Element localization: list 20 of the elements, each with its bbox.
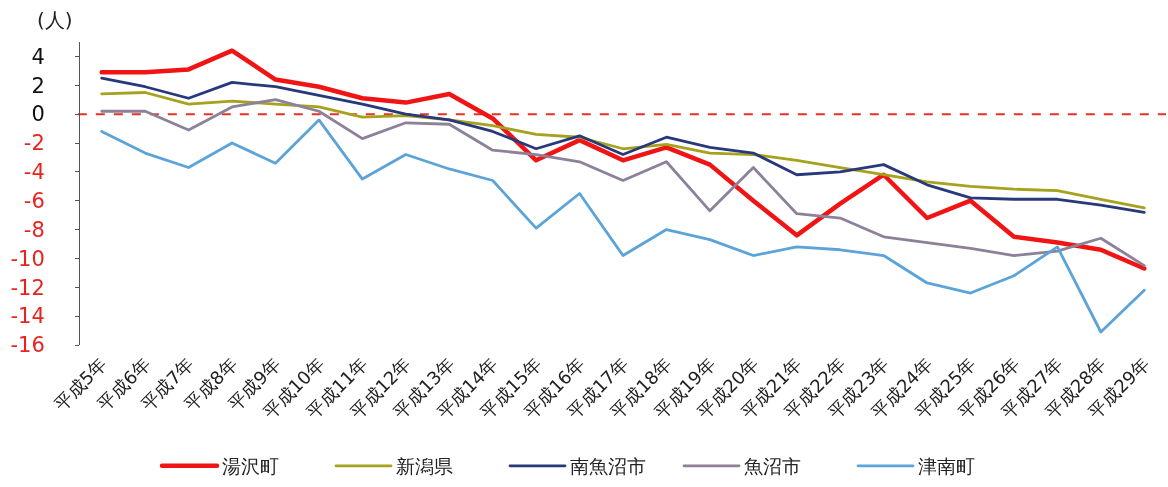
legend-label: 新潟県 — [396, 455, 453, 478]
line-series — [99, 48, 1147, 271]
y-tick-label: -12 — [10, 275, 45, 300]
y-tick-label: -10 — [10, 246, 45, 271]
y-tick-label: 0 — [31, 102, 45, 127]
legend-label: 津南町 — [918, 455, 975, 478]
y-tick-label: 4 — [31, 44, 45, 69]
line-series — [100, 118, 1146, 334]
line-series — [100, 98, 1146, 268]
y-tick-label: -2 — [23, 131, 45, 156]
y-tick-label: -6 — [23, 189, 45, 214]
y-tick-label: 2 — [31, 73, 45, 98]
y-tick-label: -8 — [23, 217, 45, 242]
y-tick-label: -14 — [10, 304, 45, 329]
legend-label: 湯沢町 — [222, 455, 279, 478]
y-axis-title: (人) — [37, 8, 73, 32]
legend-label: 南魚沼市 — [570, 455, 646, 478]
y-tick-label: -4 — [23, 160, 45, 185]
y-tick-label: -16 — [10, 333, 45, 358]
legend-label: 魚沼市 — [744, 455, 801, 478]
